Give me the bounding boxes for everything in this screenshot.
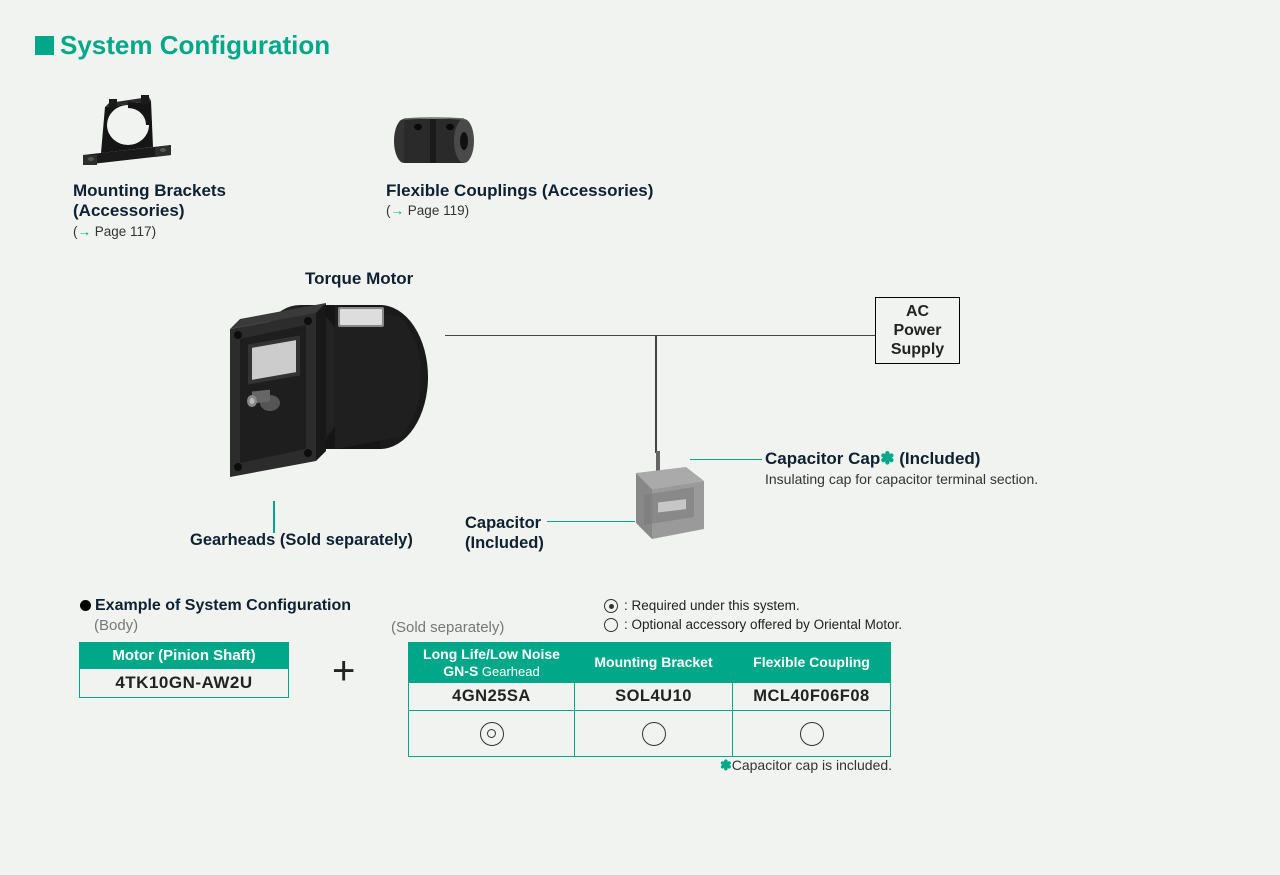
gearheads-label: Gearheads (Sold separately): [190, 531, 413, 550]
ac-line: Power: [882, 321, 953, 340]
bullet-icon: [80, 600, 91, 611]
accessory-label: Mounting Brackets (Accessories): [73, 181, 226, 222]
accessory-row: Mounting Brackets (Accessories) (→ Page …: [73, 89, 1245, 239]
title-bullet-icon: [35, 36, 54, 55]
torque-motor-label: Torque Motor: [305, 269, 413, 289]
capacitor-cap-suffix: (Included): [895, 449, 981, 468]
accessory-page: Page 119: [408, 203, 465, 218]
arrow-icon: →: [78, 224, 92, 239]
capacitor-label: Capacitor (Included): [465, 514, 544, 554]
flexible-coupling-icon: [386, 89, 653, 173]
accessory-mounting-brackets: Mounting Brackets (Accessories) (→ Page …: [73, 89, 226, 239]
example-heading: Example of System Configuration: [95, 597, 351, 615]
mounting-bracket-icon: [73, 89, 226, 173]
pointer-line: [273, 501, 275, 533]
torque-motor-icon: [200, 287, 460, 507]
required-symbol-icon: [480, 722, 504, 746]
pointer-line: [547, 521, 635, 523]
sold-separately-label: (Sold separately): [391, 619, 504, 636]
col-header-coupling: Flexible Coupling: [733, 642, 891, 683]
cell-gearhead-value: 4GN25SA: [409, 683, 575, 711]
accessory-page-link[interactable]: (→ Page 119): [386, 203, 653, 218]
pointer-line: [690, 459, 762, 461]
optional-symbol-icon: [604, 618, 618, 632]
col-hdr-l3: Gearhead: [478, 664, 539, 679]
legend-optional: : Optional accessory offered by Oriental…: [604, 616, 902, 635]
footnote-text: Capacitor cap is included.: [732, 757, 892, 773]
ac-line: Supply: [882, 340, 953, 359]
capacitor-label-l2: (Included): [465, 534, 544, 552]
legend-optional-text: : Optional accessory offered by Oriental…: [624, 616, 902, 635]
ac-line: AC: [882, 302, 953, 321]
col-header-gearhead: Long Life/Low Noise GN-S Gearhead: [409, 642, 575, 683]
page-title-row: System Configuration: [35, 30, 1245, 61]
capacitor-cap-label: Capacitor Cap✽ (Included): [765, 449, 980, 469]
legend-required: : Required under this system.: [604, 597, 902, 616]
plus-icon: +: [332, 649, 355, 694]
arrow-icon: →: [391, 203, 405, 218]
col-header-bracket: Mounting Bracket: [575, 642, 733, 683]
accessory-name: Mounting Brackets: [73, 181, 226, 200]
accessory-label: Flexible Couplings (Accessories): [386, 181, 653, 201]
accessories-table: Long Life/Low Noise GN-S Gearhead Mounti…: [408, 642, 891, 758]
accessory-sub: (Accessories): [73, 201, 185, 220]
asterisk-icon: ✽: [880, 449, 894, 468]
wire-horizontal: [445, 335, 877, 337]
cell-bracket-value: SOL4U10: [575, 683, 733, 711]
optional-symbol-icon: [800, 722, 824, 746]
motor-table: Motor (Pinion Shaft) 4TK10GN-AW2U: [79, 642, 289, 698]
legend-required-text: : Required under this system.: [624, 597, 800, 616]
legend: : Required under this system. : Optional…: [604, 597, 902, 635]
motor-table-value: 4TK10GN-AW2U: [79, 669, 289, 698]
wire-vertical: [655, 335, 657, 453]
capacitor-cap-desc: Insulating cap for capacitor terminal se…: [765, 471, 1038, 487]
cell-bracket-symbol: [575, 711, 733, 757]
system-diagram: Torque Motor: [35, 269, 1245, 609]
cell-gearhead-symbol: [409, 711, 575, 757]
accessory-page-link[interactable]: (→ Page 117): [73, 224, 226, 239]
col-hdr-l1: Long Life/Low Noise: [423, 646, 560, 662]
page-title: System Configuration: [60, 30, 330, 61]
accessory-page: Page 117: [95, 224, 152, 239]
optional-symbol-icon: [642, 722, 666, 746]
asterisk-icon: ✽: [720, 757, 732, 773]
capacitor-icon: [630, 451, 720, 551]
capacitor-label-l1: Capacitor: [465, 514, 541, 532]
motor-table-header: Motor (Pinion Shaft): [79, 642, 289, 669]
capacitor-cap-text: Capacitor Cap: [765, 449, 880, 468]
cell-coupling-value: MCL40F06F08: [733, 683, 891, 711]
accessory-flexible-couplings: Flexible Couplings (Accessories) (→ Page…: [386, 89, 653, 239]
ac-power-supply-box: AC Power Supply: [875, 297, 960, 365]
example-config-section: Example of System Configuration (Body) M…: [80, 597, 1245, 634]
col-hdr-l2: GN-S: [443, 663, 478, 679]
cell-coupling-symbol: [733, 711, 891, 757]
footnote: ✽Capacitor cap is included.: [720, 757, 892, 774]
required-symbol-icon: [604, 599, 618, 613]
